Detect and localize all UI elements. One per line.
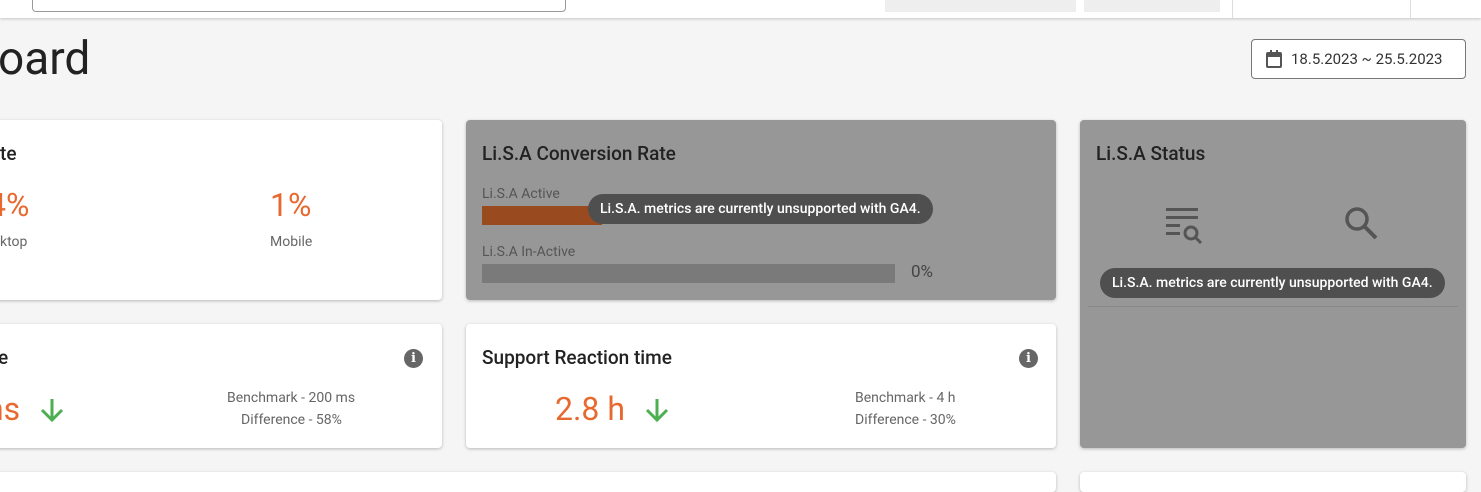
card bbox=[1080, 472, 1466, 492]
card-title: e bbox=[0, 346, 9, 369]
search-icon bbox=[1345, 207, 1378, 240]
difference: Difference - 30% bbox=[855, 412, 956, 428]
card-title: te bbox=[0, 142, 17, 165]
progress-track bbox=[482, 264, 895, 283]
card bbox=[0, 472, 1056, 492]
card: Support Reaction time i 2.8 h Benchmark … bbox=[466, 324, 1056, 448]
page-title: oard bbox=[0, 32, 91, 86]
difference: Difference - 58% bbox=[241, 412, 342, 428]
date-picker[interactable]: 18.5.2023 ~ 25.5.2023 bbox=[1251, 39, 1466, 79]
card: Li.S.A Conversion Rate Li.S.A Active Li.… bbox=[466, 120, 1056, 300]
progress-bar bbox=[482, 206, 602, 225]
card-title: Support Reaction time bbox=[482, 346, 672, 369]
down-arrow bbox=[40, 399, 64, 423]
card: te 4% ktop 1% Mobile bbox=[0, 120, 442, 300]
benchmark: Benchmark - 200 ms bbox=[227, 390, 356, 406]
down-arrow bbox=[645, 399, 669, 423]
navigation-icon bbox=[1166, 208, 1203, 245]
divider bbox=[1232, 0, 1233, 18]
metric-label: Mobile bbox=[270, 234, 313, 250]
top-button[interactable] bbox=[1084, 0, 1220, 12]
bar-value: 0% bbox=[911, 262, 934, 282]
bar-label: Li.S.A In-Active bbox=[482, 244, 576, 260]
metric-value: ns bbox=[0, 390, 21, 428]
metric-value: 2.8 h bbox=[555, 390, 625, 428]
card-title: Li.S.A Status bbox=[1096, 142, 1206, 165]
info-icon[interactable]: i bbox=[1019, 349, 1038, 368]
search-input[interactable] bbox=[32, 0, 566, 12]
date-range: 18.5.2023 ~ 25.5.2023 bbox=[1291, 50, 1443, 68]
top-bar bbox=[0, 0, 1481, 18]
benchmark: Benchmark - 4 h bbox=[855, 390, 956, 406]
info-icon[interactable]: i bbox=[404, 349, 423, 368]
bar-label: Li.S.A Active bbox=[482, 186, 560, 202]
metric-label: ktop bbox=[0, 234, 28, 250]
card: e i ns Benchmark - 200 ms Difference - 5… bbox=[0, 324, 442, 448]
card: Li.S.A Status Li.S.A. metrics are curren… bbox=[1080, 120, 1466, 448]
card-title: Li.S.A Conversion Rate bbox=[482, 142, 676, 165]
calendar-icon bbox=[1266, 50, 1282, 68]
metric-value: 4% bbox=[0, 186, 30, 224]
divider bbox=[1410, 0, 1411, 18]
tooltip: Li.S.A. metrics are currently unsupporte… bbox=[1100, 268, 1445, 298]
divider bbox=[1088, 306, 1458, 307]
metric-value: 1% bbox=[270, 186, 312, 224]
tooltip: Li.S.A. metrics are currently unsupporte… bbox=[588, 194, 933, 224]
top-button[interactable] bbox=[885, 0, 1076, 12]
